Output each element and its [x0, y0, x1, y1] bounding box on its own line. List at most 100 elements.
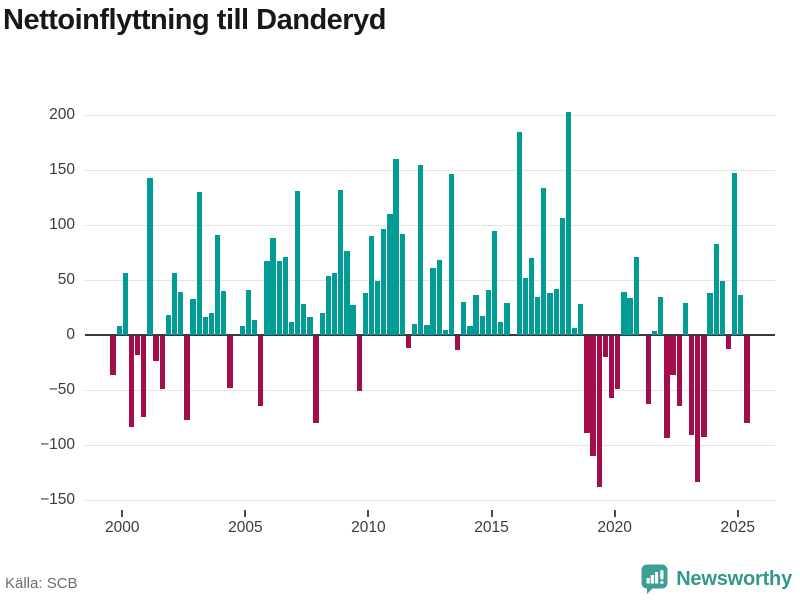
- bar-2012q4: [424, 325, 430, 335]
- bar-2020q2: [608, 336, 615, 398]
- bar-2004q1: [208, 313, 215, 335]
- bar-2003q3: [196, 192, 202, 335]
- bar-2008q1: [307, 317, 313, 335]
- bar-2020q1: [602, 336, 609, 357]
- bar-2008q2: [313, 336, 319, 423]
- gridline: [85, 115, 775, 116]
- bar-2004q3: [221, 291, 227, 335]
- x-tick: [736, 510, 739, 517]
- gridline: [85, 170, 775, 171]
- x-tick-label: 2005: [228, 519, 263, 536]
- bar-2008q3: [319, 313, 325, 335]
- gridline: [85, 225, 775, 226]
- bar-2015q4: [498, 321, 504, 335]
- bar-2010q2: [362, 293, 368, 335]
- bar-2014q4: [473, 295, 479, 335]
- bar-2012q1: [405, 336, 412, 349]
- y-tick-label: 50: [57, 271, 75, 288]
- bar-2002q3: [171, 273, 178, 335]
- bar-2017q3: [541, 187, 547, 335]
- bar-2018q3: [565, 111, 572, 335]
- bar-chart-plot-area: [85, 70, 775, 510]
- bar-2020q3: [615, 336, 621, 389]
- bar-2002q1: [159, 336, 165, 389]
- bar-2020q4: [621, 292, 627, 335]
- x-tick-label: 2000: [104, 519, 140, 536]
- bar-2005q3: [245, 289, 252, 335]
- newsworthy-logo[interactable]: Newsworthy: [641, 561, 792, 597]
- y-tick-label: 0: [66, 326, 75, 343]
- bar-2003q2: [190, 298, 196, 335]
- x-tick: [367, 510, 370, 517]
- bar-2006q4: [276, 261, 282, 335]
- bar-2021q4: [645, 336, 652, 405]
- bar-2024q1: [701, 336, 707, 438]
- bar-2016q4: [522, 277, 529, 335]
- bar-2010q4: [375, 281, 381, 335]
- bar-2008q4: [325, 275, 332, 335]
- bar-2025q2: [732, 173, 738, 335]
- bar-2004q4: [227, 336, 233, 388]
- y-tick-label: 100: [49, 216, 75, 233]
- bar-2022q1: [651, 330, 658, 335]
- bar-2009q2: [338, 189, 344, 335]
- bar-2007q3: [295, 190, 301, 335]
- bar-2018q1: [553, 288, 559, 335]
- bar-2006q3: [270, 238, 276, 335]
- bar-2016q1: [504, 303, 510, 335]
- bar-2021q1: [627, 297, 633, 335]
- bar-2001q3: [147, 177, 153, 335]
- y-tick-label: 200: [49, 106, 75, 123]
- gridline: [85, 445, 775, 446]
- bar-2010q3: [368, 236, 375, 335]
- x-tick-label: 2025: [720, 519, 755, 536]
- bar-2014q1: [455, 336, 461, 351]
- bar-2011q1: [381, 229, 387, 335]
- bar-2001q1: [134, 336, 141, 355]
- bar-2002q2: [165, 315, 172, 335]
- gridline: [85, 500, 775, 501]
- bar-2018q4: [571, 328, 578, 335]
- bar-2013q3: [442, 329, 449, 335]
- bar-2025q1: [725, 336, 732, 350]
- bar-2018q2: [559, 218, 565, 335]
- bar-2014q3: [467, 326, 473, 335]
- bar-2022q4: [670, 336, 676, 375]
- bar-2011q2: [387, 214, 393, 335]
- bar-2015q3: [491, 230, 498, 335]
- bar-2013q2: [436, 260, 442, 335]
- bar-2012q3: [418, 164, 424, 335]
- bar-2024q2: [707, 293, 713, 335]
- bar-2004q2: [214, 234, 221, 335]
- bar-2001q4: [153, 336, 159, 362]
- bar-2003q4: [202, 317, 208, 335]
- bar-2010q1: [356, 336, 362, 391]
- bar-2025q4: [744, 336, 750, 423]
- bar-2015q1: [479, 316, 485, 335]
- bar-2000q2: [116, 326, 122, 335]
- bar-2003q1: [184, 336, 190, 420]
- bar-2019q3: [590, 336, 596, 456]
- bar-2011q4: [399, 233, 405, 335]
- bar-2019q1: [578, 304, 584, 335]
- x-tick: [490, 510, 493, 517]
- bar-2001q2: [141, 336, 147, 418]
- bar-2022q2: [658, 296, 664, 335]
- newsworthy-bubble-chart-icon: [641, 564, 668, 594]
- zero-axis-line: [85, 334, 775, 336]
- bar-2024q3: [713, 243, 719, 335]
- bar-2009q1: [331, 273, 338, 335]
- bar-2007q2: [288, 321, 295, 335]
- y-tick-label: −50: [48, 381, 75, 398]
- bar-2024q4: [719, 281, 725, 335]
- bar-2023q3: [688, 336, 695, 435]
- bar-2023q2: [682, 303, 689, 335]
- bar-2017q4: [547, 293, 553, 335]
- bar-2025q3: [738, 295, 744, 335]
- bar-2017q1: [528, 258, 535, 335]
- bar-2012q2: [411, 324, 418, 335]
- x-tick-label: 2015: [474, 519, 509, 536]
- bar-2006q2: [264, 261, 270, 335]
- bar-2009q3: [344, 251, 350, 335]
